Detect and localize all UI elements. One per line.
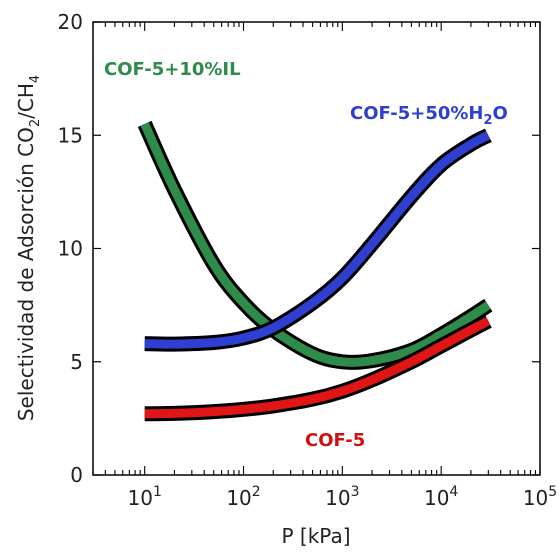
x-axis-title: P [kPa]	[281, 524, 350, 548]
x-tick-label: 101	[127, 484, 161, 510]
x-tick-label: 104	[424, 484, 458, 510]
x-axis: 101 102 103 104 105	[92, 22, 557, 510]
series-layer	[137, 120, 493, 422]
series-line	[140, 122, 491, 367]
y-tick-label: 0	[70, 463, 83, 487]
x-tick-label: 102	[226, 484, 260, 510]
series-label-cof5-il: COF-5+10%IL	[104, 59, 241, 80]
y-tick-label: 5	[70, 350, 83, 374]
x-tick-label: 105	[523, 484, 557, 510]
x-tick-label: 103	[325, 484, 359, 510]
y-tick-label: 20	[58, 10, 83, 34]
y-tick-label: 15	[58, 123, 83, 147]
y-axis: 0 5 10 15 20	[58, 10, 540, 487]
series-line	[144, 317, 491, 419]
series-label-cof5-h2o: COF-5+50%H2O	[350, 103, 508, 128]
y-tick-label: 10	[58, 237, 83, 261]
y-axis-title: Selectividad de Adsorción CO2/CH4	[14, 75, 43, 421]
series-label-cof5: COF-5	[305, 430, 365, 451]
series-line	[144, 131, 491, 349]
